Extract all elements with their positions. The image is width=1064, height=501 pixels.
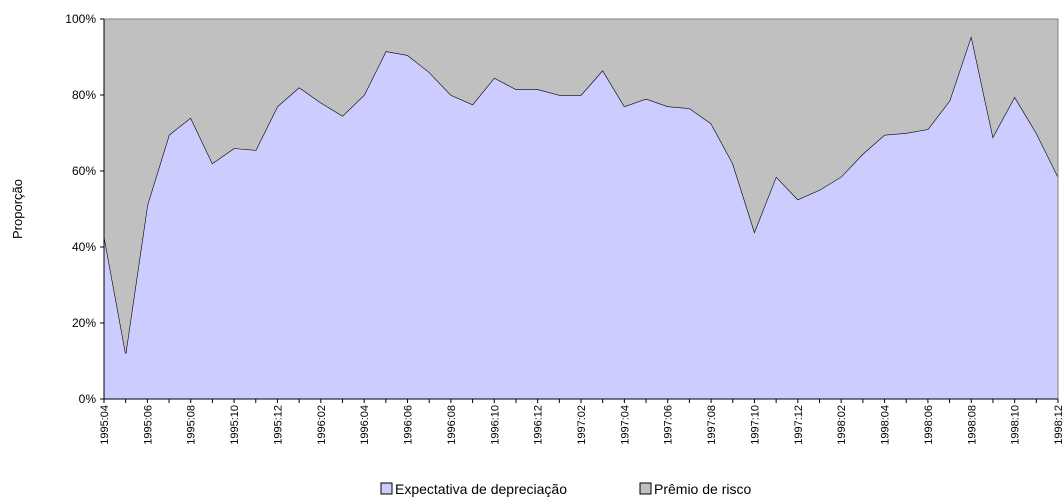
x-tick-label: 1996:04: [359, 405, 371, 445]
x-tick-label: 1996:10: [489, 405, 501, 445]
x-tick-label: 1995:12: [272, 405, 284, 445]
x-tick-label: 1998:08: [966, 405, 978, 445]
x-tick-label: 1998:12: [1053, 405, 1064, 445]
x-tick-label: 1997:10: [749, 405, 761, 445]
x-tick-label: 1996:02: [316, 405, 328, 445]
legend-swatch: [639, 482, 652, 495]
legend-label: Prêmio de risco: [654, 481, 751, 497]
x-tick-label: 1998:02: [836, 405, 848, 445]
y-tick-label: 100%: [65, 12, 96, 26]
x-tick-label: 1995:06: [142, 405, 154, 445]
x-tick-label: 1998:04: [880, 405, 892, 445]
x-tick-label: 1997:06: [663, 405, 675, 445]
x-tick-label: 1996:06: [403, 405, 415, 445]
y-axis-label: Proporção: [10, 179, 25, 239]
legend-swatch: [380, 482, 393, 495]
x-tick-label: 1998:06: [923, 405, 935, 445]
x-tick-label: 1997:08: [706, 405, 718, 445]
x-tick-label: 1996:12: [533, 405, 545, 445]
x-tick-label: 1996:08: [446, 405, 458, 445]
x-tick-label: 1995:04: [99, 405, 111, 445]
area: [104, 36, 1058, 399]
x-tick-label: 1997:02: [576, 405, 588, 445]
x-tick-label: 1997:04: [619, 405, 631, 445]
legend-label: Expectativa de depreciação: [395, 481, 567, 497]
y-tick-label: 20%: [72, 316, 96, 330]
x-tick-label: 1995:10: [229, 405, 241, 445]
y-tick-label: 60%: [72, 164, 96, 178]
y-tick-label: 40%: [72, 240, 96, 254]
area: [104, 19, 1058, 354]
x-tick-label: 1995:08: [186, 405, 198, 445]
x-tick-label: 1997:12: [793, 405, 805, 445]
y-tick-label: 0%: [79, 392, 97, 406]
x-tick-label: 1998:10: [1010, 405, 1022, 445]
y-tick-label: 80%: [72, 88, 96, 102]
